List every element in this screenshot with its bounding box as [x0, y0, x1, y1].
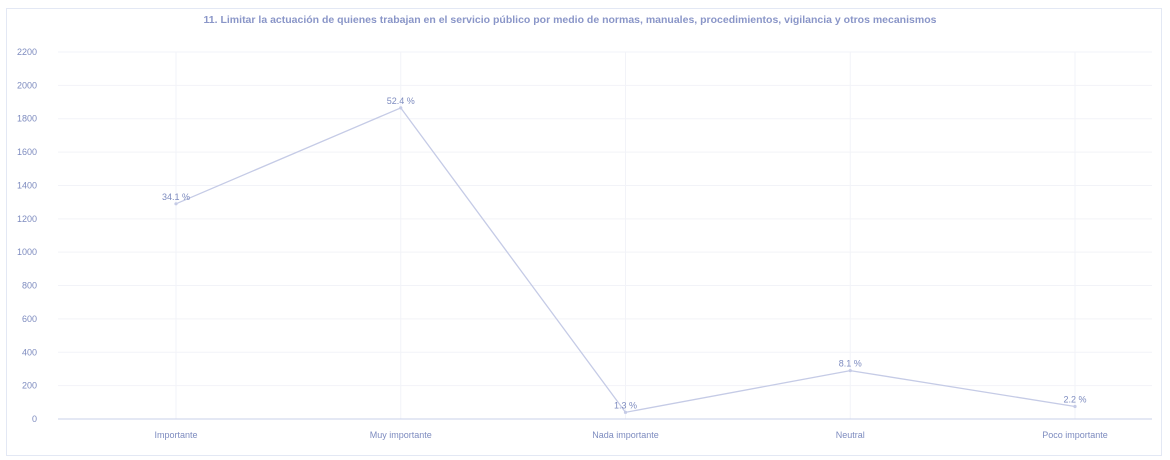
y-tick-label: 1400 [17, 180, 37, 190]
data-label: 2.2 % [1063, 394, 1086, 404]
y-tick-label: 1600 [17, 147, 37, 157]
data-point [1073, 404, 1077, 409]
data-point [623, 410, 628, 414]
data-label: 1.3 % [614, 400, 637, 410]
y-tick-label: 0 [32, 414, 37, 424]
data-point [848, 369, 852, 373]
data-labels: 34.1 % 52.4 % 1.3 % 8.1 % 2.2 % [162, 96, 1087, 410]
data-point [174, 202, 178, 206]
y-axis-ticks: 0 200 400 600 800 1000 1200 1400 1600 1800 2000 220… [17, 47, 37, 424]
x-tick-label: Neutral [836, 430, 865, 440]
x-tick-label: Nada importante [592, 430, 659, 440]
chart-title: 11. Limitar la actuación de quienes trab… [203, 14, 937, 26]
data-point [399, 106, 403, 110]
y-tick-label: 2000 [17, 80, 37, 90]
x-axis-ticks: Importante Muy importante Nada importante N… [154, 430, 1107, 440]
y-tick-label: 1200 [17, 214, 37, 224]
grid-lines [58, 51, 1152, 420]
y-tick-label: 200 [22, 381, 37, 391]
y-tick-label: 1000 [17, 247, 37, 257]
y-tick-label: 1800 [17, 114, 37, 124]
y-tick-label: 2200 [17, 47, 37, 57]
chart-frame [6, 8, 1162, 456]
x-tick-label: Importante [154, 430, 197, 440]
data-label: 34.1 % [162, 192, 190, 202]
y-tick-label: 400 [22, 347, 37, 357]
y-tick-label: 600 [22, 314, 37, 324]
x-tick-label: Poco importante [1042, 430, 1108, 440]
y-tick-label: 800 [22, 281, 37, 291]
data-label: 8.1 % [839, 359, 862, 369]
data-label: 52.4 % [387, 96, 415, 106]
data-points [174, 106, 1077, 414]
x-tick-label: Muy importante [370, 430, 432, 440]
